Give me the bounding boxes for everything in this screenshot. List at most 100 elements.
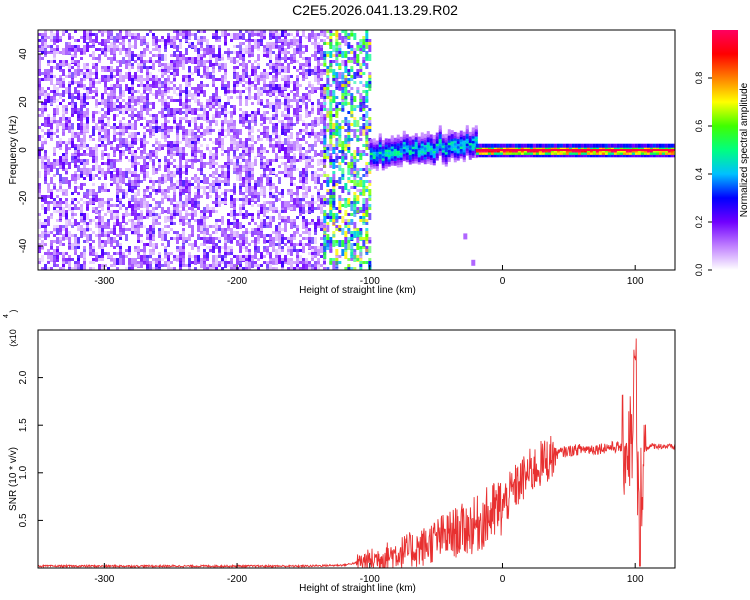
heatmap-cell (77, 264, 80, 267)
heatmap-cell (164, 159, 167, 162)
heatmap-cell (272, 237, 275, 244)
heatmap-cell (332, 159, 336, 162)
heatmap-cell (299, 210, 302, 213)
heatmap-cell (143, 90, 146, 93)
heatmap-cell (368, 54, 372, 61)
heatmap-cell (104, 162, 107, 165)
heatmap-cell (56, 249, 59, 252)
heatmap-cell (134, 132, 137, 139)
heatmap-cell (50, 75, 53, 78)
heatmap-cell (245, 153, 248, 156)
heatmap-cell (236, 51, 239, 58)
heatmap-cell (128, 228, 131, 231)
heatmap-cell (101, 162, 104, 165)
heatmap-cell (62, 225, 65, 228)
heatmap-cell (107, 234, 110, 237)
heatmap-cell (215, 36, 218, 39)
heatmap-cell (353, 186, 357, 189)
heatmap-cell (408, 146, 412, 151)
heatmap-cell (362, 129, 366, 136)
heatmap-cell (110, 102, 113, 105)
heatmap-cell (269, 57, 272, 60)
heatmap-cell (420, 132, 424, 137)
heatmap-cell (245, 249, 248, 252)
heatmap-cell (86, 228, 89, 231)
heatmap-cell (293, 84, 296, 91)
heatmap-cell (212, 246, 215, 253)
heatmap-cell (257, 192, 260, 195)
heatmap-cell (104, 174, 107, 177)
heatmap-cell (188, 234, 191, 241)
heatmap-cell (101, 246, 104, 249)
heatmap-cell (107, 255, 110, 258)
heatmap-cell (107, 237, 110, 244)
heatmap-cell (47, 261, 50, 264)
heatmap-cell (191, 198, 194, 205)
heatmap-cell (423, 155, 427, 160)
heatmap-cell (164, 69, 167, 72)
heatmap-cell (107, 69, 110, 72)
heatmap-cell (122, 228, 125, 235)
heatmap-cell (140, 213, 143, 220)
heatmap-cell (146, 102, 149, 109)
heatmap-cell (107, 108, 110, 115)
heatmap-cell (98, 48, 101, 51)
heatmap-cell (248, 33, 251, 40)
heatmap-cell (143, 159, 146, 166)
heatmap-cell (242, 144, 245, 147)
heatmap-cell (317, 264, 320, 270)
heatmap-cell (266, 264, 269, 270)
heatmap-cell (332, 81, 336, 84)
heatmap-cell (444, 143, 448, 148)
heatmap-cell (420, 146, 424, 151)
heatmap-cell (167, 105, 170, 108)
heatmap-cell (92, 42, 95, 45)
heatmap-cell (341, 36, 345, 43)
heatmap-cell (77, 63, 80, 66)
heatmap-cell (399, 141, 403, 146)
heatmap-cell (338, 216, 342, 219)
heatmap-cell (80, 78, 83, 81)
heatmap-cell (215, 63, 218, 66)
heatmap-cell (329, 159, 333, 162)
heatmap-cell (158, 111, 161, 114)
heatmap-cell (332, 261, 336, 264)
heatmap-cell (239, 246, 242, 253)
heatmap-cell (155, 171, 158, 174)
heatmap-cell (350, 129, 354, 132)
heatmap-cell (146, 228, 149, 231)
heatmap-cell (299, 255, 302, 262)
heatmap-cell (161, 198, 164, 201)
heatmap-cell (44, 54, 47, 57)
heatmap-cell (146, 231, 149, 234)
heatmap-cell (221, 153, 224, 156)
heatmap-cell (44, 156, 47, 159)
heatmap-cell (317, 168, 320, 171)
heatmap-cell (155, 150, 158, 157)
heatmap-cell (242, 258, 245, 261)
heatmap-cell (128, 246, 131, 253)
heatmap-cell (95, 63, 98, 66)
heatmap-cell (272, 132, 275, 135)
heatmap-cell (83, 264, 86, 270)
heatmap-cell (365, 261, 369, 264)
heatmap-cell (152, 75, 155, 78)
heatmap-cell (131, 165, 134, 168)
heatmap-cell (441, 151, 445, 156)
heatmap-cell (203, 225, 206, 228)
heatmap-cell (137, 264, 140, 267)
heatmap-cell (98, 171, 101, 174)
heatmap-cell (447, 141, 451, 146)
heatmap-cell (65, 30, 68, 33)
heatmap-cell (161, 258, 164, 261)
heatmap-cell (299, 147, 302, 150)
heatmap-cell (206, 195, 209, 198)
heatmap-cell (311, 195, 314, 198)
heatmap-cell (347, 198, 351, 205)
heatmap-cell (200, 144, 203, 147)
heatmap-cell (344, 231, 348, 238)
heatmap-cell (179, 30, 182, 33)
heatmap-cell (98, 102, 101, 105)
heatmap-cell (230, 228, 233, 235)
heatmap-cell (432, 146, 436, 151)
